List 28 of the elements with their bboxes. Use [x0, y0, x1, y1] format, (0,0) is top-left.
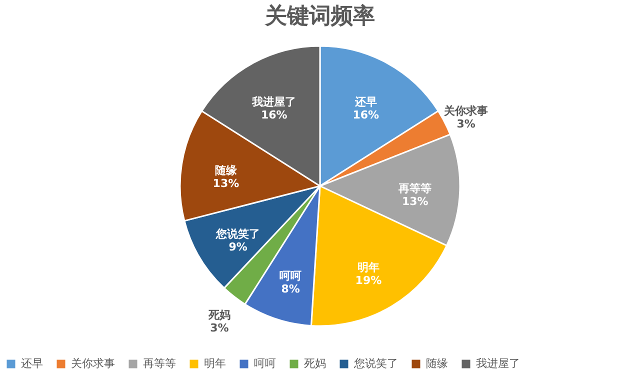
- data-label: 13%: [402, 194, 428, 208]
- slice-label: 还早: [354, 96, 377, 109]
- slice-label: 随缘: [214, 164, 237, 178]
- data-label: 16%: [260, 108, 288, 122]
- legend-label: 关你求事: [71, 357, 115, 370]
- data-label: 3%: [456, 118, 476, 131]
- slice-label: 关你求事: [443, 104, 488, 118]
- legend-label: 再等等: [143, 357, 176, 370]
- slice-label: 死妈: [207, 308, 230, 322]
- legend-label: 死妈: [304, 357, 326, 370]
- data-label: 9%: [228, 240, 248, 254]
- data-label: 8%: [281, 282, 300, 296]
- data-label: 19%: [355, 274, 382, 287]
- legend-label: 随缘: [426, 357, 448, 370]
- legend-label: 我进屋了: [476, 357, 520, 370]
- legend-label: 您说笑了: [353, 357, 398, 370]
- slice-label: 您说笑了: [215, 227, 260, 240]
- legend-label: 明年: [204, 357, 226, 370]
- data-label: 13%: [212, 177, 240, 190]
- legend-label: 呵呵: [254, 357, 276, 370]
- data-label: 3%: [210, 322, 229, 335]
- legend-label: 还早: [21, 357, 43, 370]
- slice-label: 明年: [357, 260, 380, 274]
- slice-label: 我进屋了: [251, 96, 296, 109]
- slice-label: 呵呵: [280, 270, 302, 283]
- chart-title: 关键词频率: [264, 3, 375, 29]
- slice-label: 再等等: [398, 182, 432, 195]
- data-label: 16%: [352, 108, 380, 122]
